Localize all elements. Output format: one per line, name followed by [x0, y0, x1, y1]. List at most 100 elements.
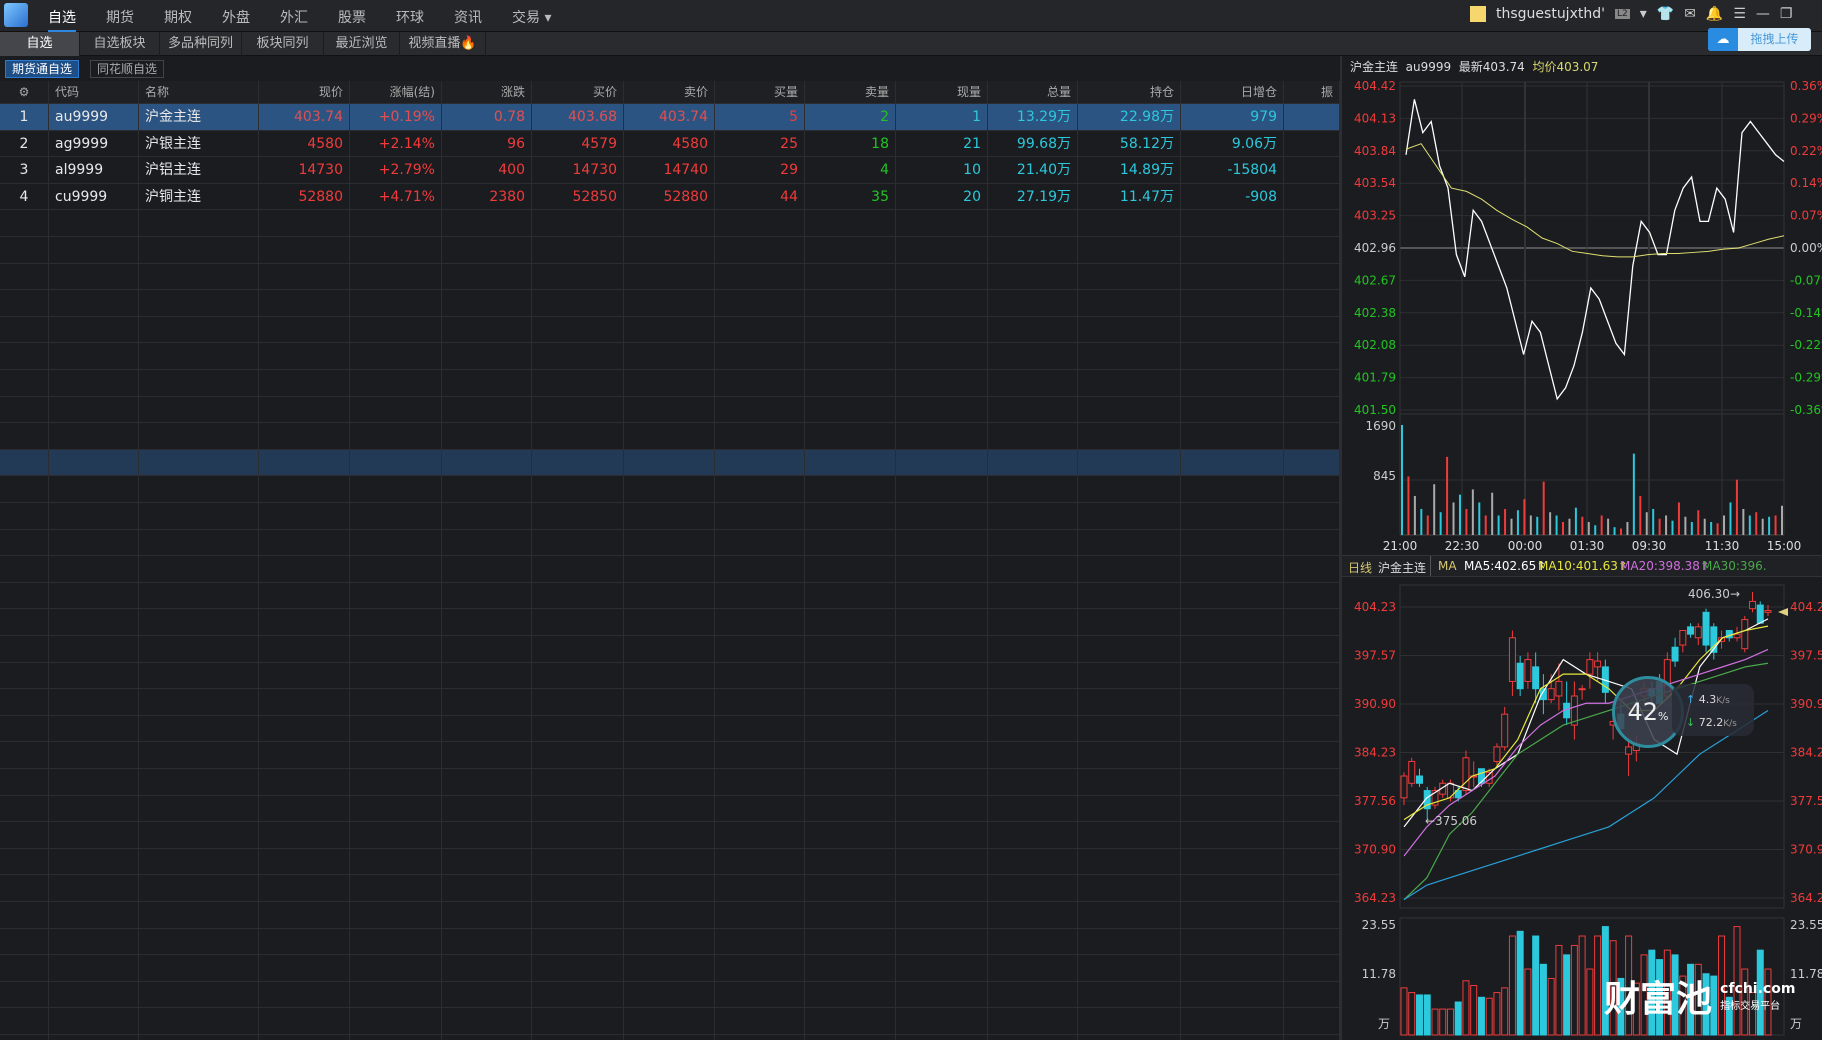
table-cell: [896, 1008, 988, 1034]
table-cell: [532, 689, 624, 715]
subtab-0[interactable]: 自选: [0, 32, 80, 56]
table-cell: [259, 662, 350, 689]
table-cell: [624, 556, 715, 582]
table-cell: [442, 556, 532, 582]
table-cell: [49, 290, 139, 316]
table-cell: [0, 689, 49, 715]
restore-icon[interactable]: ❐: [1779, 6, 1793, 22]
column-header[interactable]: 卖价: [624, 81, 715, 103]
table-row[interactable]: 4 cu9999 沪铜主连 52880 +4.71% 2380 52850 52880 44 35…: [0, 183, 1340, 211]
table-cell: [1284, 1035, 1340, 1040]
column-header[interactable]: 振: [1284, 81, 1340, 103]
table-cell: [532, 636, 624, 662]
table-row[interactable]: 1 au9999 沪金主连 403.74 +0.19% 0.78 403.68 403.74 5…: [0, 104, 1340, 131]
dropdown-icon[interactable]: ▾: [1639, 6, 1647, 22]
subtab-3[interactable]: 板块同列: [242, 32, 324, 56]
nav-tab-2[interactable]: 期权: [164, 10, 192, 26]
table-cell: [896, 476, 988, 502]
table-cell: [988, 582, 1078, 609]
table-cell: [805, 449, 896, 476]
nav-tab-7[interactable]: 资讯: [454, 10, 482, 26]
settings-gear-icon[interactable]: ⚙: [0, 81, 49, 103]
table-cell: [0, 582, 49, 609]
subtab-2[interactable]: 多品种同列: [160, 32, 242, 56]
column-header[interactable]: 现量: [896, 81, 988, 103]
table-cell: [805, 396, 896, 423]
nav-tab-5[interactable]: 股票: [338, 10, 366, 26]
column-header[interactable]: 买量: [715, 81, 805, 103]
column-header[interactable]: 名称: [139, 81, 259, 103]
table-cell: [1181, 529, 1284, 556]
minimize-icon[interactable]: —: [1755, 6, 1770, 22]
table-cell: [442, 529, 532, 556]
nav-tab-6[interactable]: 环球: [396, 10, 424, 26]
nav-tab-0[interactable]: 自选: [48, 7, 76, 32]
empty-row: [0, 529, 1340, 557]
table-cell: [624, 848, 715, 875]
table-cell: [715, 902, 805, 928]
empty-row: [0, 822, 1340, 849]
column-header[interactable]: 现价: [259, 81, 350, 103]
column-header[interactable]: 代码: [49, 81, 139, 103]
table-cell: [1181, 769, 1284, 795]
table-cell: [624, 928, 715, 955]
filter-0[interactable]: 期货通自选: [5, 60, 80, 78]
column-header[interactable]: 买价: [532, 81, 624, 103]
table-cell: [1181, 902, 1284, 928]
column-header[interactable]: 涨跌: [442, 81, 532, 103]
avatar[interactable]: [1470, 6, 1486, 22]
table-cell: [896, 928, 988, 955]
nav-tab-4[interactable]: 外汇: [280, 10, 308, 26]
table-cell: [350, 742, 442, 768]
table-cell: [1284, 662, 1340, 689]
table-cell: [532, 769, 624, 795]
table-cell: [1284, 981, 1340, 1008]
ma5-value: MA5:402.65↑: [1464, 559, 1547, 573]
bell-icon[interactable]: 🔔: [1705, 6, 1724, 22]
table-cell: [1078, 636, 1181, 662]
column-header[interactable]: 总量: [988, 81, 1078, 103]
fire-icon: 🔥: [460, 36, 477, 51]
table-cell: [49, 715, 139, 742]
table-cell: 58.12万: [1078, 130, 1181, 157]
table-cell: [532, 396, 624, 423]
table-cell: 沪铜主连: [139, 183, 259, 210]
column-header[interactable]: 持仓: [1078, 81, 1181, 103]
subtab-4[interactable]: 最近浏览: [324, 32, 400, 56]
subtab-1[interactable]: 自选板块: [80, 32, 160, 56]
table-cell: [350, 263, 442, 290]
table-cell: [715, 742, 805, 768]
table-cell: [442, 343, 532, 369]
table-cell: 400: [442, 157, 532, 183]
table-cell: [715, 237, 805, 263]
table-cell: [896, 795, 988, 822]
subtab-5[interactable]: 视频直播🔥: [400, 32, 486, 56]
table-cell: [442, 662, 532, 689]
table-cell: [350, 529, 442, 556]
nav-tab-1[interactable]: 期货: [106, 10, 134, 26]
period-label[interactable]: 日线: [1348, 561, 1373, 575]
filter-1[interactable]: 同花顺自选: [90, 60, 165, 78]
daily-contract-name: 沪金主连: [1378, 561, 1427, 575]
column-header[interactable]: 卖量: [805, 81, 896, 103]
table-cell: [624, 822, 715, 848]
table-cell: [0, 263, 49, 290]
menu-icon[interactable]: ☰: [1733, 6, 1746, 22]
upload-button[interactable]: ☁ 拖拽上传: [1708, 28, 1811, 51]
table-cell: 21.40万: [988, 157, 1078, 183]
column-header[interactable]: 日增仓: [1181, 81, 1284, 103]
table-cell: [139, 316, 259, 343]
ma-label[interactable]: MA: [1438, 559, 1457, 573]
mail-icon[interactable]: ✉: [1684, 6, 1696, 22]
column-header[interactable]: 涨幅(结): [350, 81, 442, 103]
empty-row: [0, 955, 1340, 982]
nav-tab-8[interactable]: 交易 ▾: [512, 10, 552, 26]
table-cell: [259, 343, 350, 369]
table-cell: [1078, 822, 1181, 848]
nav-tab-3[interactable]: 外盘: [222, 10, 250, 26]
table-row[interactable]: 3 al9999 沪铝主连 14730 +2.79% 400 14730 14740 29 4 10…: [0, 157, 1340, 184]
skin-icon[interactable]: 👕: [1656, 6, 1675, 22]
username[interactable]: thsguestujxthd': [1496, 6, 1605, 22]
table-row[interactable]: 2 ag9999 沪银主连 4580 +2.14% 96 4579 4580 25 18 21 99.…: [0, 130, 1340, 158]
empty-row: [0, 503, 1340, 530]
